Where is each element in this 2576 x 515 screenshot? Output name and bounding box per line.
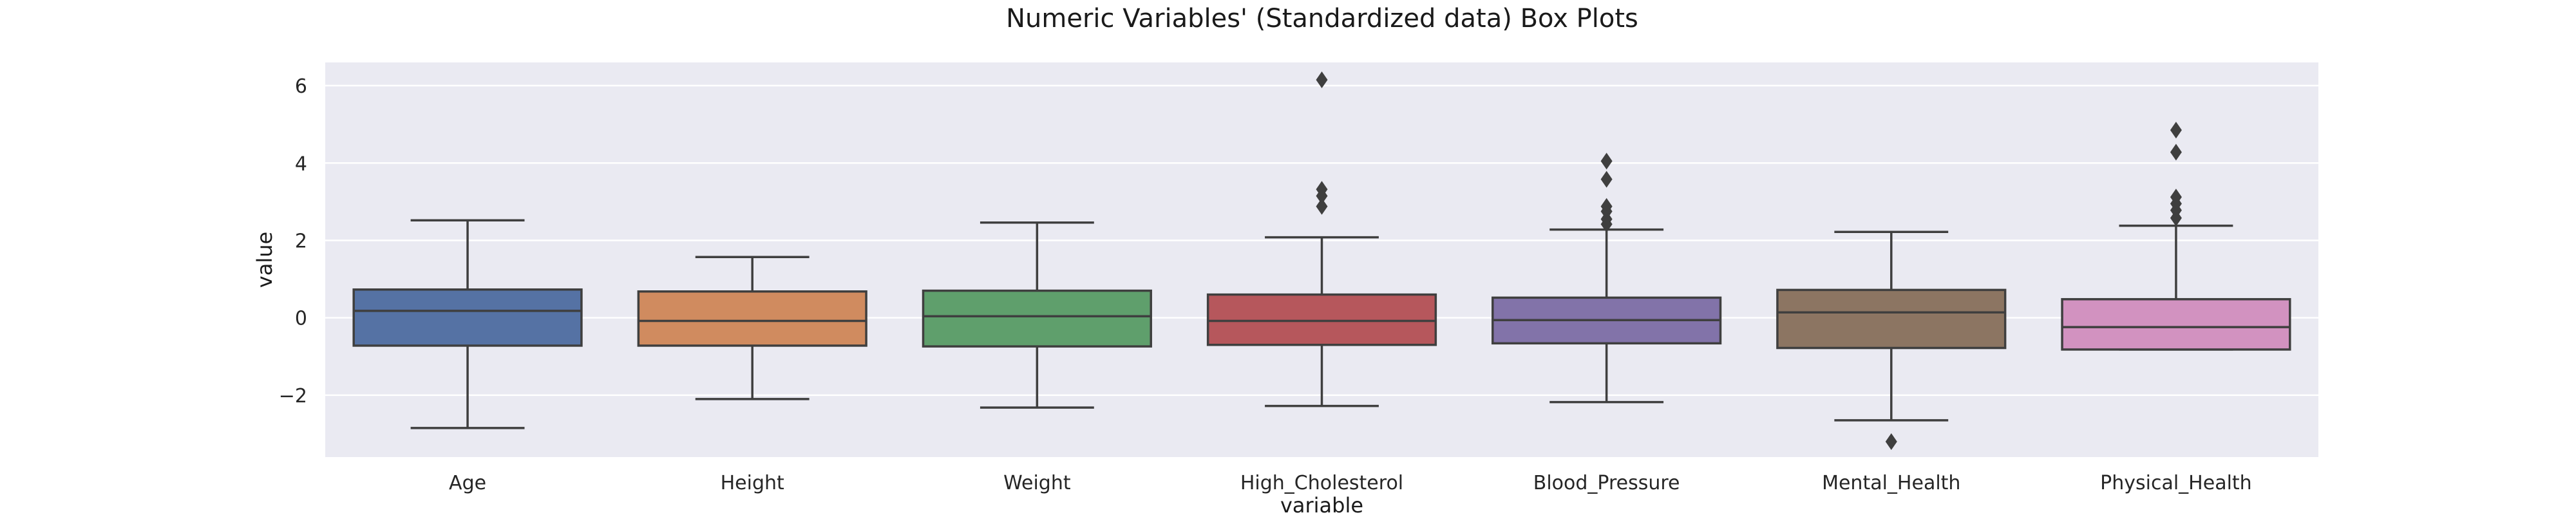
box-group-mental-health <box>1776 230 2007 450</box>
y-tick-label: 6 <box>295 75 307 98</box>
outlier-point <box>2170 144 2182 161</box>
iqr-box <box>637 290 867 347</box>
x-tick-labels: Age Height Weight High_Cholesterol Blood_Pre… <box>449 472 2252 494</box>
x-tick-label: Weight <box>1003 472 1071 494</box>
iqr-box <box>352 288 583 347</box>
y-tick-label: 0 <box>295 308 307 330</box>
y-tick-label: −2 <box>279 385 307 407</box>
outlier-point <box>2170 122 2182 139</box>
box-layer <box>352 71 2291 450</box>
x-tick-label: Blood_Pressure <box>1533 472 1680 494</box>
y-axis-label: value <box>252 232 277 288</box>
x-tick-label: High_Cholesterol <box>1240 472 1403 494</box>
outlier-point <box>1316 71 1328 89</box>
outlier-point <box>1316 198 1328 215</box>
chart-title: Numeric Variables' (Standardized data) B… <box>1006 4 1638 33</box>
outlier-point <box>1600 216 1613 233</box>
outlier-point <box>1600 171 1613 188</box>
box-group-height <box>637 256 867 400</box>
x-tick-label: Physical_Health <box>2100 472 2252 494</box>
box-group-age <box>352 219 583 429</box>
x-tick-label: Age <box>449 472 486 494</box>
box-group-high-cholesterol <box>1206 71 1437 407</box>
x-axis-label: variable <box>1280 493 1363 515</box>
box-group-weight <box>922 221 1152 409</box>
outlier-point <box>1885 433 1897 450</box>
outlier-point <box>2170 209 2182 227</box>
box-group-physical-health <box>2061 122 2291 351</box>
outlier-point <box>1600 153 1613 170</box>
x-tick-label: Mental_Health <box>1822 472 1960 494</box>
x-tick-label: Height <box>721 472 784 494</box>
iqr-box <box>2061 298 2291 351</box>
iqr-box <box>922 289 1152 348</box>
y-tick-label: 2 <box>295 230 307 252</box>
outlier-point <box>1316 187 1328 205</box>
iqr-box <box>1776 288 2007 350</box>
y-tick-label: 4 <box>295 153 307 175</box>
y-tick-labels: 6 4 2 0 −2 <box>279 75 307 407</box>
box-group-blood-pressure <box>1492 153 1722 404</box>
iqr-box <box>1206 293 1437 346</box>
